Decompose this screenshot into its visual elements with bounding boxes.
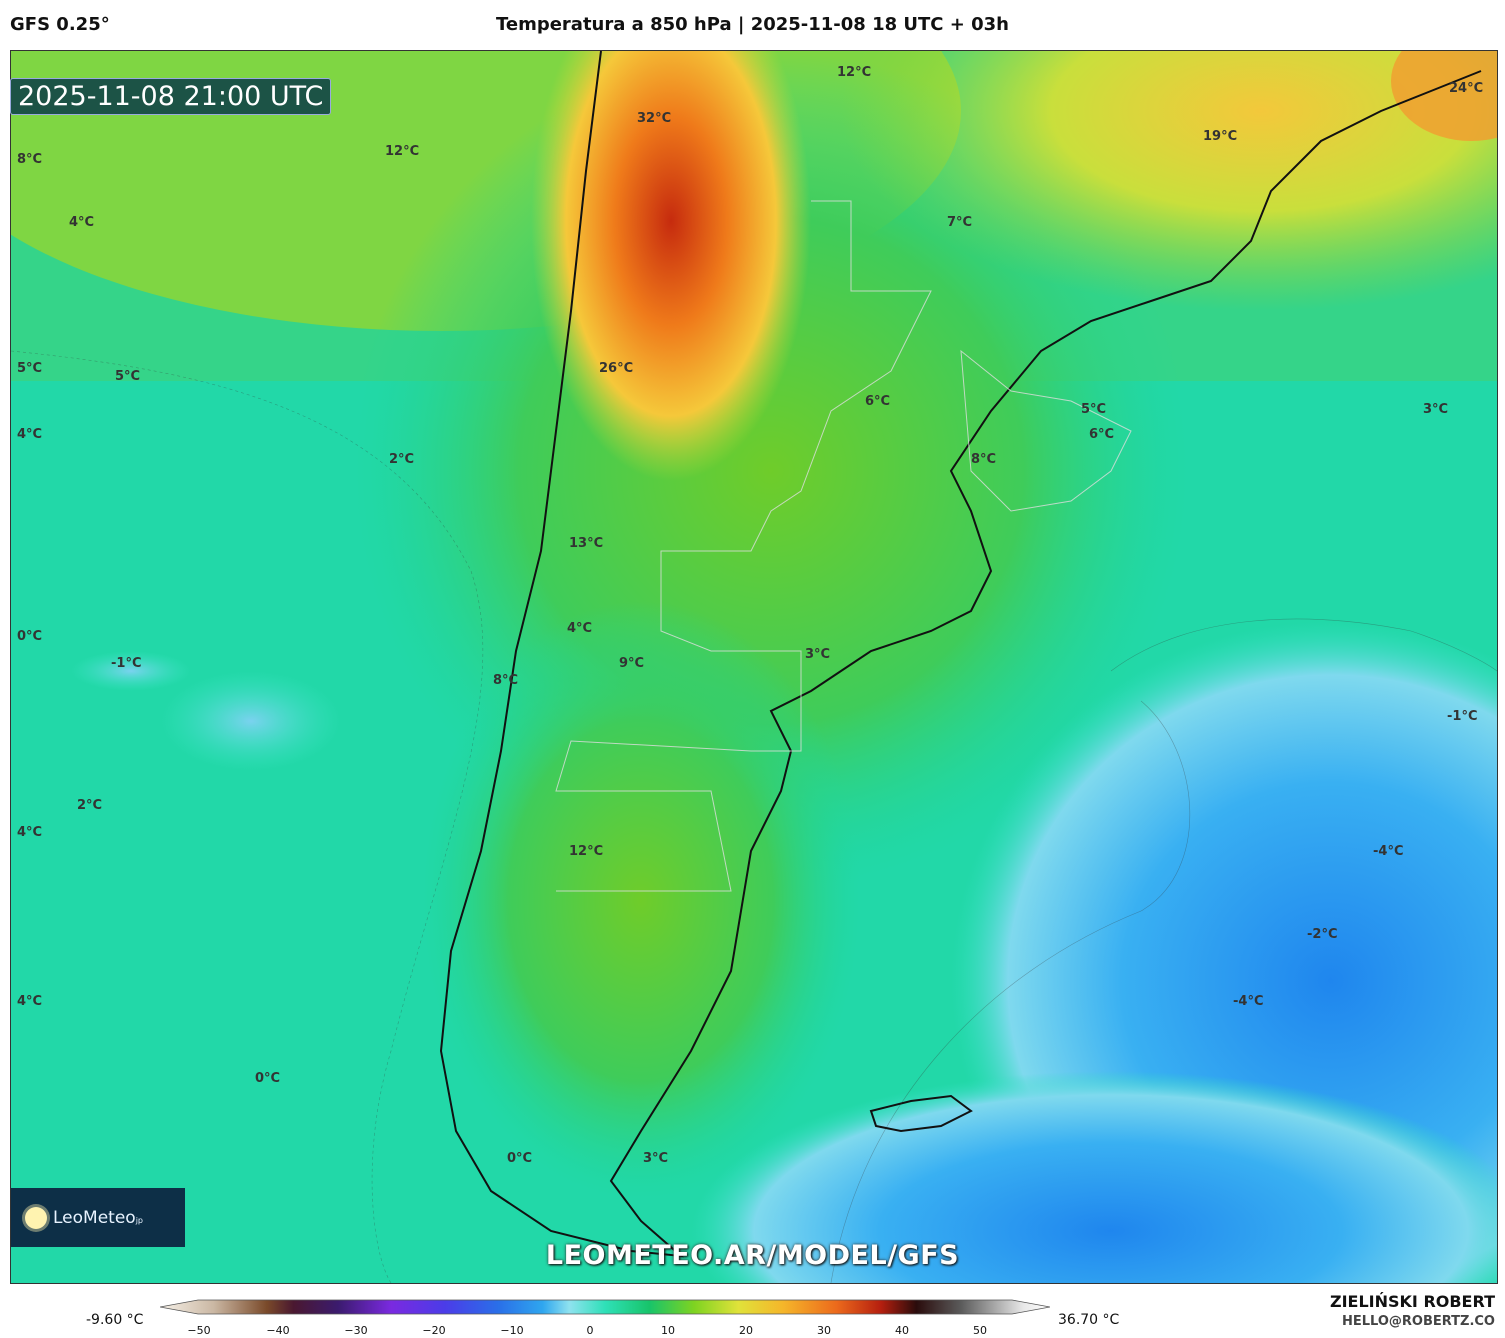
temp-label: -4°C bbox=[1373, 844, 1404, 859]
colorbar-tick: −30 bbox=[344, 1324, 368, 1337]
temp-label: 8°C bbox=[971, 452, 997, 467]
colorbar-tick: −40 bbox=[266, 1324, 290, 1337]
colorbar-tick: −10 bbox=[500, 1324, 524, 1337]
author-email: HELLO@ROBERTZ.CO bbox=[1341, 1314, 1495, 1329]
temp-label: 24°C bbox=[1449, 81, 1484, 96]
map-title: Temperatura a 850 hPa | 2025-11-08 18 UT… bbox=[495, 14, 1009, 35]
temp-label: 0°C bbox=[17, 629, 43, 644]
temp-label: 9°C bbox=[619, 656, 645, 671]
colorbar-tick: −20 bbox=[422, 1324, 446, 1337]
temp-label: 12°C bbox=[569, 844, 604, 859]
colorbar-tick: 40 bbox=[895, 1324, 909, 1337]
logo-text: LeoMeteo bbox=[53, 1207, 136, 1228]
colorbar-tick: 10 bbox=[661, 1324, 675, 1337]
colorbar-tick: 50 bbox=[973, 1324, 987, 1337]
temp-label: 6°C bbox=[865, 394, 891, 409]
valid-time-badge: 2025-11-08 21:00 UTC bbox=[10, 78, 332, 115]
temp-label: 4°C bbox=[17, 994, 43, 1009]
temp-label: 5°C bbox=[17, 361, 43, 376]
sun-icon bbox=[25, 1206, 47, 1229]
temp-label: -1°C bbox=[111, 656, 142, 671]
temp-label: 4°C bbox=[69, 215, 95, 230]
temp-label: 12°C bbox=[385, 144, 420, 159]
colorbar-max-label: 36.70 °C bbox=[1058, 1312, 1120, 1328]
colorbar bbox=[160, 1299, 1050, 1315]
temp-label: 5°C bbox=[115, 369, 141, 384]
temp-label: 6°C bbox=[1089, 427, 1115, 442]
temp-label: 26°C bbox=[599, 361, 634, 376]
temp-label: 8°C bbox=[493, 673, 519, 688]
temp-label: 2°C bbox=[77, 798, 103, 813]
temp-label: 4°C bbox=[17, 825, 43, 840]
temperature-map: 32°C 12°C 8°C 12°C 4°C 24°C 19°C 7°C 26°… bbox=[10, 50, 1498, 1284]
model-name: GFS 0.25° bbox=[10, 14, 110, 35]
author-credit: ZIELIŃSKI ROBERT bbox=[1329, 1292, 1495, 1311]
temp-label: 13°C bbox=[569, 536, 604, 551]
leometeo-logo: LeoMeteojp bbox=[11, 1188, 185, 1247]
site-watermark: LEOMETEO.AR/MODEL/GFS bbox=[545, 1240, 960, 1271]
temp-label: 4°C bbox=[17, 427, 43, 442]
temp-label: 3°C bbox=[1423, 402, 1449, 417]
temp-label: 32°C bbox=[637, 111, 672, 126]
temp-label: 19°C bbox=[1203, 129, 1238, 144]
temp-label: 7°C bbox=[947, 215, 973, 230]
temp-label: 3°C bbox=[643, 1151, 669, 1166]
temp-label: 3°C bbox=[805, 647, 831, 662]
temp-label: 4°C bbox=[567, 621, 593, 636]
temp-label: -4°C bbox=[1233, 994, 1264, 1009]
colorbar-tick: 0 bbox=[586, 1324, 594, 1337]
temp-label: 8°C bbox=[17, 152, 43, 167]
temp-label: -2°C bbox=[1307, 927, 1338, 942]
logo-suffix: jp bbox=[135, 1215, 143, 1225]
temp-label: 12°C bbox=[837, 65, 872, 80]
temp-label: 0°C bbox=[255, 1071, 281, 1086]
colorbar-tick: 20 bbox=[739, 1324, 753, 1337]
temp-label: 0°C bbox=[507, 1151, 533, 1166]
map-field bbox=[11, 51, 1497, 1283]
colorbar-tick: 30 bbox=[817, 1324, 831, 1337]
temp-label: 2°C bbox=[389, 452, 415, 467]
colorbar-tick: −50 bbox=[187, 1324, 211, 1337]
temp-label: -1°C bbox=[1447, 709, 1478, 724]
colorbar-min-label: -9.60 °C bbox=[86, 1312, 144, 1328]
temp-label: 5°C bbox=[1081, 402, 1107, 417]
